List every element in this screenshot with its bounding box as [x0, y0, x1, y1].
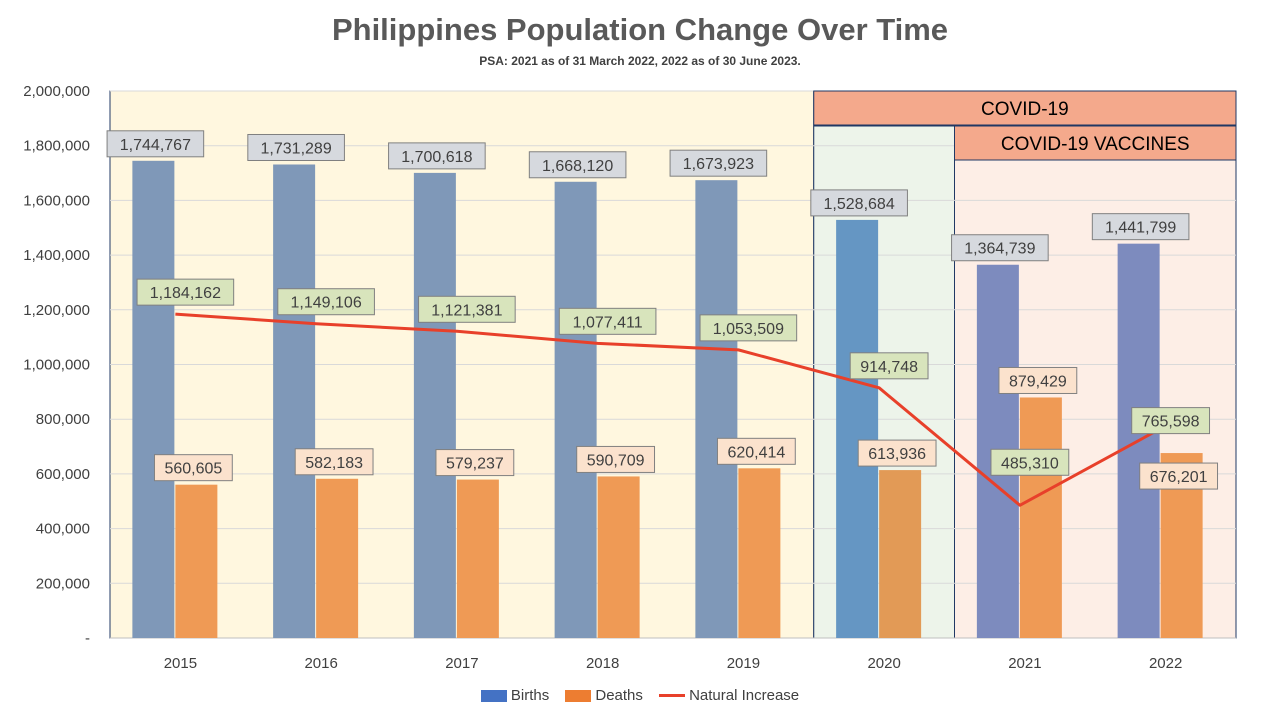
chart-subtitle: PSA: 2021 as of 31 March 2022, 2022 as o…	[479, 54, 801, 68]
y-tick-label: -	[85, 630, 90, 647]
data-label-deaths-box	[576, 445, 656, 473]
x-tick-label: 2021	[1008, 655, 1041, 672]
legend-swatch-births	[480, 689, 507, 702]
data-label-births: 1,673,923	[683, 156, 754, 173]
data-label-births: 1,441,799	[1105, 220, 1176, 237]
banner-covid-vaccines-label: COVID-19 VACCINES	[1001, 134, 1190, 155]
data-label-natural-increase: 1,053,509	[713, 321, 784, 338]
y-tick-label: 600,000	[36, 466, 90, 483]
x-tick-label: 2015	[164, 655, 197, 672]
y-tick-label: 800,000	[36, 411, 90, 428]
bar-deaths	[597, 476, 640, 638]
bar-deaths	[175, 484, 218, 638]
data-label-deaths: 579,237	[446, 456, 504, 473]
bar-births	[132, 160, 175, 639]
x-tick-label: 2020	[867, 655, 900, 672]
legend-item-births: Births	[480, 686, 550, 704]
line-natural-increase	[175, 312, 1162, 507]
bar-births	[554, 181, 597, 639]
x-tick-label: 2018	[586, 655, 619, 672]
legend-swatch-deaths	[565, 689, 592, 702]
bar-deaths	[879, 470, 922, 638]
data-label-births: 1,668,120	[542, 158, 613, 175]
data-label-deaths-box	[1139, 462, 1219, 490]
data-label-births-box	[669, 149, 768, 177]
banner-covid	[813, 90, 1237, 126]
data-label-natural-increase: 1,184,162	[150, 285, 221, 302]
data-label-natural-increase: 914,748	[860, 359, 918, 376]
y-tick-label: 400,000	[36, 521, 90, 538]
data-label-natural-increase-box	[699, 314, 798, 342]
x-tick-label: 2022	[1149, 655, 1182, 672]
data-label-natural-increase-box	[277, 288, 375, 316]
x-tick-label: 2016	[304, 655, 337, 672]
y-tick-label: 2,000,000	[23, 83, 90, 100]
legend-line-natural-increase	[659, 694, 686, 698]
data-label-deaths-box	[716, 437, 796, 465]
data-label-natural-increase-box	[418, 295, 516, 323]
data-label-deaths: 879,429	[1009, 373, 1067, 390]
data-label-births-box	[951, 234, 1049, 262]
x-tick-label: 2019	[727, 655, 760, 672]
data-label-natural-increase-box	[990, 448, 1070, 476]
data-label-natural-increase-box	[1131, 407, 1211, 435]
data-label-deaths: 560,605	[164, 461, 222, 478]
y-tick-label: 1,400,000	[23, 247, 90, 264]
data-label-natural-increase-box	[558, 307, 657, 335]
data-label-deaths: 620,414	[727, 444, 785, 461]
y-tick-label: 200,000	[36, 575, 90, 592]
bar-deaths	[738, 468, 781, 638]
data-label-births: 1,744,767	[120, 137, 191, 154]
banner-covid-label: COVID-19	[981, 99, 1069, 120]
data-label-natural-increase: 1,149,106	[291, 295, 362, 312]
data-label-births-box	[106, 130, 205, 158]
data-label-natural-increase: 765,598	[1142, 414, 1200, 431]
chart-legend: Births Deaths Natural Increase	[0, 686, 1280, 704]
bar-births	[413, 172, 456, 638]
data-label-natural-increase: 1,077,411	[573, 314, 643, 331]
data-label-births-box	[1091, 213, 1190, 241]
banner-covid-vaccines	[954, 125, 1237, 161]
data-label-deaths: 676,201	[1150, 469, 1208, 486]
x-tick-label: 2017	[445, 655, 478, 672]
bar-deaths	[1019, 397, 1062, 638]
legend-item-deaths: Deaths	[565, 687, 643, 704]
data-label-deaths-box	[857, 439, 937, 467]
bar-births	[695, 180, 738, 638]
y-tick-label: 1,000,000	[23, 357, 90, 374]
data-label-natural-increase-box	[136, 278, 235, 306]
data-label-deaths-box	[998, 366, 1078, 394]
legend-label-natural-increase: Natural Increase	[689, 686, 800, 704]
data-label-births: 1,700,618	[401, 149, 472, 166]
legend-label-births: Births	[510, 686, 550, 704]
data-label-births-box	[528, 151, 627, 179]
y-tick-label: 1,600,000	[23, 192, 90, 209]
data-label-deaths-box	[294, 448, 374, 476]
data-label-deaths-box	[153, 454, 233, 482]
data-label-deaths: 590,709	[587, 452, 645, 469]
y-tick-label: 1,200,000	[23, 302, 90, 319]
data-label-deaths-box	[435, 449, 515, 477]
data-label-births-box	[247, 133, 345, 161]
data-label-births: 1,731,289	[261, 140, 332, 157]
data-label-deaths: 582,183	[305, 455, 363, 472]
data-label-births: 1,364,739	[964, 241, 1035, 258]
data-label-natural-increase: 485,310	[1001, 455, 1059, 472]
bar-births	[273, 164, 316, 638]
chart-title: Philippines Population Change Over Time	[331, 12, 949, 47]
bar-deaths	[316, 478, 359, 638]
data-label-deaths: 613,936	[868, 446, 926, 463]
data-label-natural-increase: 1,121,381	[431, 302, 502, 319]
bar-deaths	[456, 479, 499, 638]
legend-label-deaths: Deaths	[595, 686, 643, 704]
data-label-births: 1,528,684	[824, 196, 895, 213]
data-label-natural-increase-box	[849, 352, 929, 380]
data-label-births-box	[388, 142, 486, 170]
legend-item-natural-increase: Natural Increase	[659, 687, 799, 704]
y-tick-label: 1,800,000	[23, 138, 90, 155]
data-label-births-box	[810, 189, 908, 217]
bar-births	[836, 219, 879, 639]
